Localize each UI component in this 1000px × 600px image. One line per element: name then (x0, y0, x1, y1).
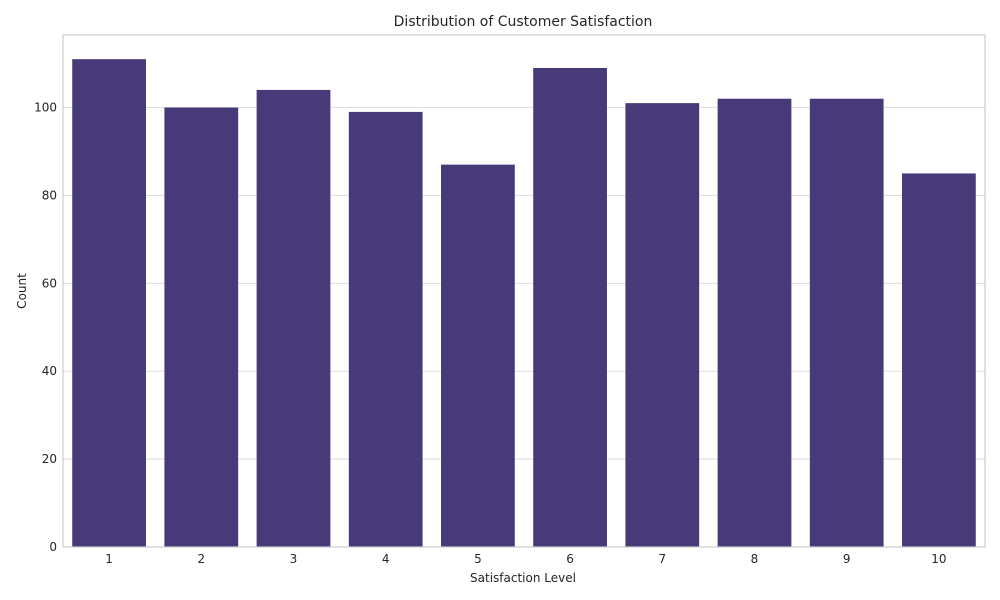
bar-9 (809, 98, 884, 548)
x-tick-label: 7 (658, 552, 666, 566)
x-tick-label: 4 (382, 552, 390, 566)
y-tick-label: 40 (42, 364, 57, 378)
x-tick-label: 5 (474, 552, 482, 566)
bar-4 (348, 111, 423, 547)
x-tick-label: 10 (931, 552, 946, 566)
chart-title: Distribution of Customer Satisfaction (394, 14, 653, 30)
bar-3 (256, 89, 331, 548)
bar-1 (72, 59, 146, 548)
x-tick-label: 8 (751, 552, 759, 566)
x-tick-label: 3 (290, 552, 298, 566)
bar-2 (164, 107, 239, 548)
y-tick-label: 0 (49, 540, 57, 554)
bar-10 (902, 173, 976, 547)
y-tick-label: 80 (42, 188, 57, 202)
x-axis-ticks: 1 2 3 4 5 6 7 8 9 10 (105, 552, 946, 566)
x-tick-label: 6 (566, 552, 574, 566)
x-tick-label: 9 (843, 552, 851, 566)
y-tick-label: 60 (42, 276, 57, 290)
bar-7 (625, 103, 700, 547)
x-tick-label: 2 (197, 552, 205, 566)
bar-8 (717, 98, 792, 548)
y-axis-label: Count (15, 273, 29, 309)
y-tick-label: 20 (42, 452, 57, 466)
bar-5 (441, 164, 515, 547)
plot-frame (62, 34, 986, 548)
y-axis-ticks: 0 20 40 60 80 100 (34, 101, 57, 554)
y-tick-label: 100 (34, 101, 57, 115)
bars (72, 59, 976, 548)
x-tick-label: 1 (105, 552, 113, 566)
bar-6 (533, 67, 607, 548)
x-axis-label: Satisfaction Level (470, 571, 576, 585)
